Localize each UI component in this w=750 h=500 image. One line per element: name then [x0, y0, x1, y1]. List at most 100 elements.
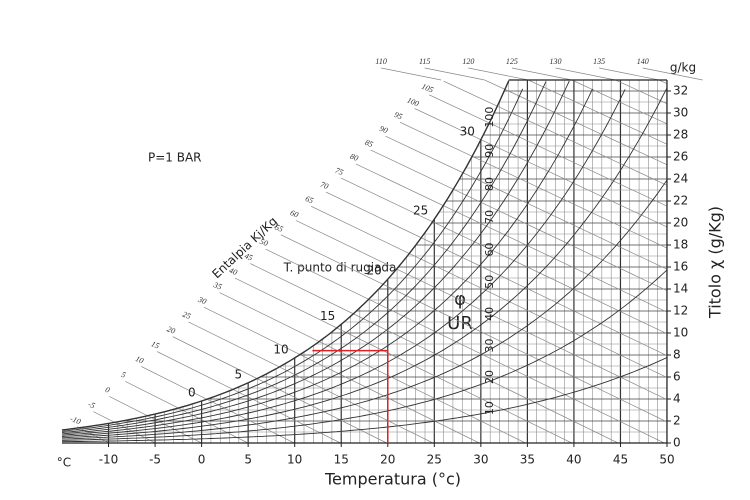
y-tick-label: 0	[673, 436, 681, 450]
enthalpy-line	[60, 80, 249, 443]
enthalpy-line	[266, 80, 667, 443]
dew-point-tick-label: 25	[413, 204, 428, 218]
rh-tick-label: 40	[483, 307, 496, 321]
enthalpy-tick-label: 65	[304, 194, 315, 205]
enthalpy-tick-label: 35	[211, 280, 223, 292]
x-tick-label: 20	[380, 453, 395, 467]
y-tick-label: 6	[673, 370, 681, 384]
y-tick-label: 32	[673, 84, 688, 98]
y-unit: g/kg	[670, 61, 696, 75]
enthalpy-tick-label: 60	[289, 208, 300, 219]
x-tick-label: 0	[198, 453, 206, 467]
y-axis-label: Titolo χ (g/Kg)	[706, 206, 725, 319]
rh-curve	[61, 80, 570, 435]
x-tick-label: 40	[566, 453, 581, 467]
x-tick-label: 10	[287, 453, 302, 467]
y-tick-label: 8	[673, 348, 681, 362]
rh-tick-label: 20	[483, 370, 496, 384]
enthalpy-tick-label: 80	[349, 152, 360, 163]
dew-point-tick-label: 0	[188, 385, 196, 399]
enthalpy-tick-label: 135	[593, 57, 605, 66]
enthalpy-leader	[381, 67, 442, 81]
enthalpy-line	[60, 80, 202, 443]
y-tick-label: 28	[673, 128, 688, 142]
enthalpy-line	[60, 80, 667, 443]
enthalpy-tick-label: -10	[69, 414, 82, 426]
rh-tick-label: 60	[483, 242, 496, 256]
y-tick-label: 30	[673, 106, 688, 120]
x-tick-label: 50	[659, 453, 674, 467]
enthalpy-line	[484, 80, 667, 443]
enthalpy-tick-label: -5	[87, 400, 97, 411]
enthalpy-line	[60, 80, 387, 443]
enthalpy-line	[60, 80, 665, 443]
x-tick-label: -10	[99, 453, 119, 467]
enthalpy-leader	[642, 67, 703, 81]
y-tick-label: 24	[673, 172, 688, 186]
enthalpy-tick-label: 25	[181, 310, 192, 321]
rh-tick-label: 10	[483, 401, 496, 415]
pressure-label: P=1 BAR	[148, 151, 202, 165]
y-tick-label: 16	[673, 260, 688, 274]
enthalpy-line	[60, 80, 295, 443]
enthalpy-tick-label: 130	[550, 57, 562, 66]
rh-curve	[61, 179, 668, 440]
enthalpy-leader	[555, 67, 616, 81]
rh-curve	[61, 89, 626, 437]
enthalpy-tick-label: 120	[462, 57, 474, 66]
enthalpy-tick-label: 105	[420, 82, 435, 95]
y-tick-label: 12	[673, 304, 688, 318]
enthalpy-leader	[511, 67, 573, 81]
rh-tick-label: 70	[483, 210, 496, 224]
y-tick-label: 4	[673, 392, 681, 406]
enthalpy-line	[310, 80, 667, 443]
rh-curve	[61, 88, 593, 436]
x-tick-label: 30	[473, 453, 488, 467]
rh-curve	[61, 269, 668, 441]
enthalpy-tick-label: 75	[334, 166, 345, 177]
x-unit: °C	[57, 456, 71, 470]
enthalpy-tick-label: 55	[274, 222, 285, 233]
y-tick-label: 26	[673, 150, 688, 164]
enthalpy-tick-label: 115	[419, 57, 430, 66]
rh-curve	[61, 357, 668, 443]
enthalpy-tick-label: 50	[258, 237, 269, 248]
enthalpy-tick-label: 40	[228, 266, 239, 277]
x-tick-label: 5	[244, 453, 252, 467]
rh-tick-label: 100	[483, 107, 496, 128]
y-tick-label: 22	[673, 194, 688, 208]
rh-curve	[61, 80, 510, 431]
x-tick-label: -5	[149, 453, 161, 467]
enthalpy-tick-label: 15	[150, 339, 161, 350]
x-tick-label: 15	[334, 453, 349, 467]
rh-label: UR	[447, 313, 473, 334]
dew-point-tick-label: 15	[320, 309, 335, 323]
y-tick-label: 14	[673, 282, 688, 296]
enthalpy-tick-label: 110	[375, 57, 386, 66]
enthalpy-tick-label: 95	[393, 110, 404, 121]
enthalpy-tick-label: 45	[243, 251, 254, 262]
enthalpy-leader	[599, 67, 660, 81]
x-tick-label: 25	[427, 453, 442, 467]
rh-tick-label: 50	[483, 275, 496, 289]
y-tick-label: 18	[673, 238, 688, 252]
enthalpy-tick-label: 125	[506, 57, 518, 66]
y-tick-label: 20	[673, 216, 688, 230]
x-tick-label: 45	[613, 453, 628, 467]
enthalpy-line	[60, 80, 156, 443]
enthalpy-tick-label: 20	[166, 324, 177, 335]
enthalpy-tick-label: 70	[319, 180, 330, 191]
dew-point-tick-label: 20	[366, 264, 381, 278]
rh-tick-label: 80	[483, 177, 496, 191]
enthalpy-tick-label: 85	[364, 138, 375, 149]
enthalpy-leader	[424, 67, 485, 81]
enthalpy-line	[60, 80, 341, 443]
enthalpy-tick-label: 30	[196, 295, 208, 307]
dew-point-tick-label: 30	[460, 124, 475, 138]
rh-curve	[61, 87, 668, 439]
enthalpy-tick-label: 5	[120, 370, 127, 380]
enthalpy-line	[60, 80, 526, 443]
enthalpy-line	[440, 80, 667, 443]
dew-point-tick-label: 10	[273, 342, 288, 356]
